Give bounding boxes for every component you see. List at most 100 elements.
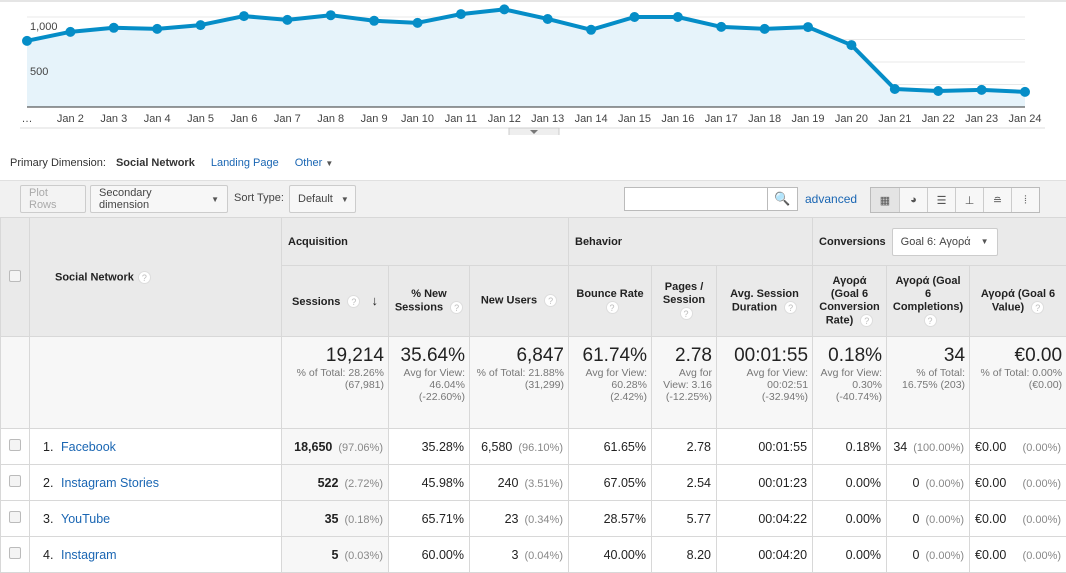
comparison-view-icon[interactable]: ⊥ <box>955 188 983 212</box>
help-icon[interactable]: ? <box>1031 301 1044 314</box>
area-fill <box>27 9 1025 107</box>
x-tick-label: … <box>22 113 33 125</box>
column-header[interactable]: % New Sessions ? <box>389 266 470 337</box>
new-users-value: 3 <box>512 548 519 562</box>
help-icon[interactable]: ? <box>860 314 873 327</box>
term-cloud-view-icon[interactable]: ≘ <box>983 188 1011 212</box>
total-value: €0.00 <box>974 345 1062 367</box>
x-tick-label: Jan 16 <box>661 113 694 125</box>
total-comparison: Avg for View: 60.28% (2.42%) <box>573 367 647 403</box>
total-comparison: % of Total: 16.75% (203) <box>891 367 965 391</box>
column-header-label: Sessions <box>292 296 340 308</box>
pages-per-session-value: 8.20 <box>687 548 711 562</box>
help-icon[interactable]: ? <box>347 295 360 308</box>
data-point <box>413 18 423 28</box>
sort-desc-icon[interactable]: ↓ <box>371 293 378 308</box>
sort-type-label: Sort Type: <box>234 192 284 204</box>
new-users-value: 240 <box>498 476 519 490</box>
column-header[interactable]: Αγορά (Goal 6 Value) ? <box>970 266 1066 337</box>
table-search-input[interactable]: 🔍 <box>624 187 798 211</box>
column-header[interactable]: Pages / Session ? <box>652 266 717 337</box>
dimension-landing-page[interactable]: Landing Page <box>211 157 279 169</box>
row-checkbox[interactable] <box>9 475 21 487</box>
column-header-label: Αγορά (Goal 6 Completions) <box>893 275 963 313</box>
data-point <box>369 16 379 26</box>
bounce-rate-value: 40.00% <box>604 548 646 562</box>
data-point <box>65 27 75 37</box>
completions-percent: (0.00%) <box>926 478 965 490</box>
column-header[interactable]: Αγορά (Goal 6 Completions) ? <box>887 266 970 337</box>
total-cell: 0.18%Avg for View: 0.30% (-40.74%) <box>813 337 887 429</box>
row-checkbox[interactable] <box>9 511 21 523</box>
completions-percent: (100.00%) <box>913 442 964 454</box>
total-cell: €0.00% of Total: 0.00% (€0.00) <box>970 337 1066 429</box>
column-header[interactable]: Sessions ? ↓ <box>282 266 389 337</box>
help-icon[interactable]: ? <box>544 294 557 307</box>
advanced-filter-link[interactable]: advanced <box>805 192 857 206</box>
column-header[interactable]: Avg. Session Duration ? <box>717 266 813 337</box>
data-point <box>239 11 249 21</box>
data-point <box>760 24 770 34</box>
y-tick-label: 1,000 <box>30 21 58 33</box>
x-tick-label: Jan 4 <box>144 113 171 125</box>
plot-rows-button[interactable]: Plot Rows <box>20 185 86 213</box>
sessions-percent: (97.06%) <box>338 442 383 454</box>
sort-type-dropdown[interactable]: Default ▼ <box>289 185 356 213</box>
social-network-link[interactable]: Instagram Stories <box>61 476 159 490</box>
sort-type-value: Default <box>298 193 333 205</box>
data-point <box>499 4 509 14</box>
total-comparison: % of Total: 28.26% (67,981) <box>286 367 384 391</box>
help-icon[interactable]: ? <box>924 314 937 327</box>
table-view-icon[interactable]: ▦ <box>871 188 899 212</box>
column-header[interactable]: Αγορά (Goal 6 Conversion Rate) ? <box>813 266 887 337</box>
row-index: 3. <box>35 512 61 526</box>
social-network-link[interactable]: Facebook <box>61 440 116 454</box>
performance-view-icon[interactable]: ☰ <box>927 188 955 212</box>
dimension-other-dropdown[interactable]: Other ▼ <box>295 157 334 169</box>
row-checkbox[interactable] <box>9 439 21 451</box>
column-header[interactable]: Bounce Rate ? <box>569 266 652 337</box>
total-value: 35.64% <box>393 345 465 367</box>
chevron-down-icon: ▼ <box>341 195 349 204</box>
column-header[interactable]: New Users ? <box>470 266 569 337</box>
x-tick-label: Jan 15 <box>618 113 651 125</box>
pivot-view-icon[interactable]: ⦙ <box>1011 188 1039 212</box>
data-point <box>629 12 639 22</box>
social-network-link[interactable]: YouTube <box>61 512 110 526</box>
total-cell: 61.74%Avg for View: 60.28% (2.42%) <box>569 337 652 429</box>
help-icon[interactable]: ? <box>606 301 619 314</box>
x-tick-label: Jan 22 <box>922 113 955 125</box>
acquisition-group-header: Acquisition <box>282 218 569 266</box>
other-label: Other <box>295 157 323 169</box>
row-index: 2. <box>35 476 61 490</box>
pie-view-icon[interactable]: ◕ <box>899 188 927 212</box>
view-type-toggle: ▦ ◕ ☰ ⊥ ≘ ⦙ <box>870 187 1040 213</box>
help-icon[interactable]: ? <box>784 301 797 314</box>
column-header-label: Pages / Session <box>663 281 705 306</box>
x-tick-label: Jan 8 <box>317 113 344 125</box>
help-icon[interactable]: ? <box>450 301 463 314</box>
goal-value-percent: (0.00%) <box>1023 550 1062 562</box>
search-icon[interactable]: 🔍 <box>767 188 797 210</box>
social-network-link[interactable]: Instagram <box>61 548 117 562</box>
x-tick-label: Jan 11 <box>445 113 477 125</box>
row-checkbox[interactable] <box>9 547 21 559</box>
goal-selector-dropdown[interactable]: Goal 6: Αγορά▼ <box>892 228 998 256</box>
x-tick-label: Jan 3 <box>100 113 127 125</box>
bounce-rate-value: 61.65% <box>604 440 646 454</box>
secondary-dimension-dropdown[interactable]: Secondary dimension▼ <box>90 185 228 213</box>
sessions-value: 522 <box>318 476 339 490</box>
dimension-social-network[interactable]: Social Network <box>116 157 195 169</box>
bounce-rate-value: 28.57% <box>604 512 646 526</box>
select-all-checkbox[interactable] <box>9 270 21 282</box>
total-cell: 6,847% of Total: 21.88% (31,299) <box>470 337 569 429</box>
chevron-down-icon: ▼ <box>325 159 333 168</box>
help-icon[interactable]: ? <box>138 271 151 284</box>
social-network-header[interactable]: Social Network? <box>30 218 282 337</box>
session-duration-value: 00:04:20 <box>758 548 807 562</box>
help-icon[interactable]: ? <box>680 307 693 320</box>
x-tick-label: Jan 2 <box>57 113 84 125</box>
